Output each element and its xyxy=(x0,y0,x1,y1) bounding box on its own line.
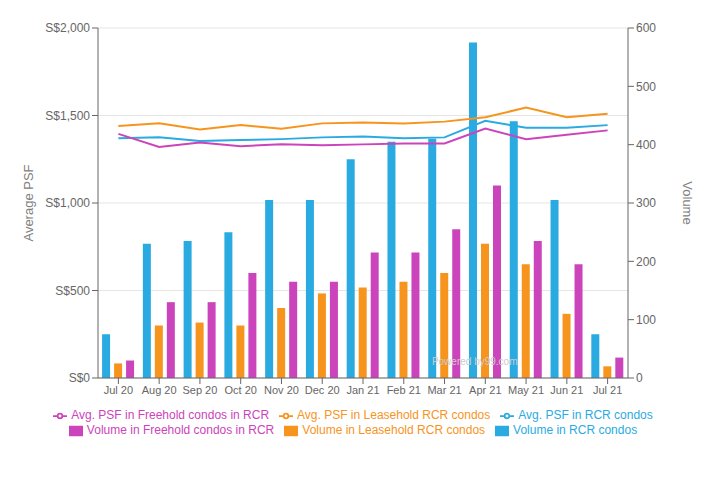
svg-text:600: 600 xyxy=(636,21,656,35)
svg-text:300: 300 xyxy=(636,196,656,210)
html-text:Volume in Freehold condos in R: Volume in Freehold condos in RCR xyxy=(86,422,275,437)
html-text:Volume in Leasehold RCR condos: Volume in Leasehold RCR condos xyxy=(302,422,486,437)
svg-text:Jul 20: Jul 20 xyxy=(104,384,133,396)
html-text:Avg. PSF in Freehold condos in: Avg. PSF in Freehold condos in RCR xyxy=(71,408,270,422)
svg-text:S$1,000: S$1,000 xyxy=(45,196,90,210)
svg-text:Apr 21: Apr 21 xyxy=(469,384,501,396)
svg-text:Oct 20: Oct 20 xyxy=(224,384,256,396)
svg-text:Jan 21: Jan 21 xyxy=(346,384,379,396)
svg-text:100: 100 xyxy=(636,313,656,327)
svg-text:S$1,500: S$1,500 xyxy=(45,109,90,123)
svg-text:Jun 21: Jun 21 xyxy=(550,384,583,396)
html-text:Volume in RCR condos: Volume in RCR condos xyxy=(513,422,638,437)
svg-text:Volume: Volume xyxy=(680,181,695,224)
svg-text:S$500: S$500 xyxy=(55,284,90,298)
svg-text:S$2,000: S$2,000 xyxy=(45,21,90,35)
svg-text:Mar 21: Mar 21 xyxy=(427,384,461,396)
svg-text:Sep 20: Sep 20 xyxy=(182,384,217,396)
html-text:Avg. PSF in RCR condos: Avg. PSF in RCR condos xyxy=(518,408,653,422)
svg-text:May 21: May 21 xyxy=(508,384,544,396)
svg-text:200: 200 xyxy=(636,255,656,269)
svg-text:500: 500 xyxy=(636,80,656,94)
svg-text:Aug 20: Aug 20 xyxy=(142,384,177,396)
html-text:Avg. PSF in Leasehold RCR cond: Avg. PSF in Leasehold RCR condos xyxy=(297,408,491,422)
svg-text:S$0: S$0 xyxy=(69,371,91,385)
html-text:Powered by99.com: Powered by99.com xyxy=(431,356,518,367)
svg-text:400: 400 xyxy=(636,138,656,152)
svg-text:0: 0 xyxy=(636,371,643,385)
svg-text:Dec 20: Dec 20 xyxy=(305,384,340,396)
svg-text:Nov 20: Nov 20 xyxy=(264,384,299,396)
svg-text:Average PSF: Average PSF xyxy=(21,164,36,241)
svg-text:Feb 21: Feb 21 xyxy=(387,384,421,396)
svg-text:Jul 21: Jul 21 xyxy=(593,384,622,396)
